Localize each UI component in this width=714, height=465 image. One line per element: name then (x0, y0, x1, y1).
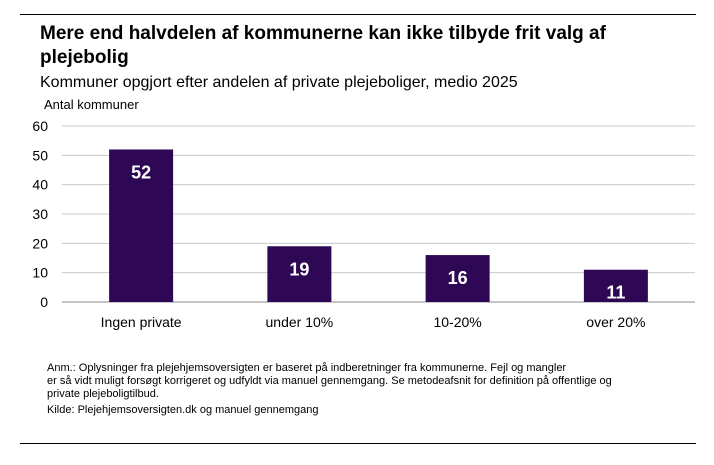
y-tick-label: 50 (32, 147, 48, 163)
y-axis-label: Antal kommuner (44, 97, 139, 112)
x-tick-label: over 20% (586, 314, 645, 330)
bar (267, 246, 332, 302)
bar (583, 269, 648, 302)
chart-title: Mere end halvdelen af kommunerne kan ikk… (40, 23, 606, 68)
bar (109, 149, 174, 302)
y-tick-label: 40 (32, 177, 48, 193)
data-label: 11 (606, 283, 625, 303)
chart-source: Kilde: Plejehjemsoversigten.dk og manuel… (47, 404, 319, 416)
x-tick-label: 10-20% (433, 314, 481, 330)
note-line-3: private plejeboligtilbud. (47, 388, 159, 400)
y-tick-label: 30 (32, 206, 48, 222)
y-tick-label: 10 (32, 265, 48, 281)
bar (425, 255, 490, 302)
note-line-1: Anm.: Oplysninger fra plejehjemsoversigt… (47, 362, 567, 374)
top-rule (20, 14, 696, 15)
chart-subtitle: Kommuner opgjort efter andelen af privat… (40, 74, 518, 91)
bottom-rule (20, 443, 696, 444)
y-tick-label: 60 (32, 118, 48, 134)
chart-notes: Anm.: Oplysninger fra plejehjemsoversigt… (47, 362, 677, 401)
y-tick-label: 20 (32, 235, 48, 251)
data-label: 16 (448, 268, 468, 288)
note-line-2: er så vidt muligt forsøgt korrigeret og … (47, 375, 612, 387)
data-label: 52 (131, 162, 151, 182)
data-label: 19 (289, 259, 309, 279)
x-tick-label: under 10% (266, 314, 334, 330)
y-tick-label: 0 (40, 294, 48, 310)
x-tick-label: Ingen private (101, 314, 182, 330)
